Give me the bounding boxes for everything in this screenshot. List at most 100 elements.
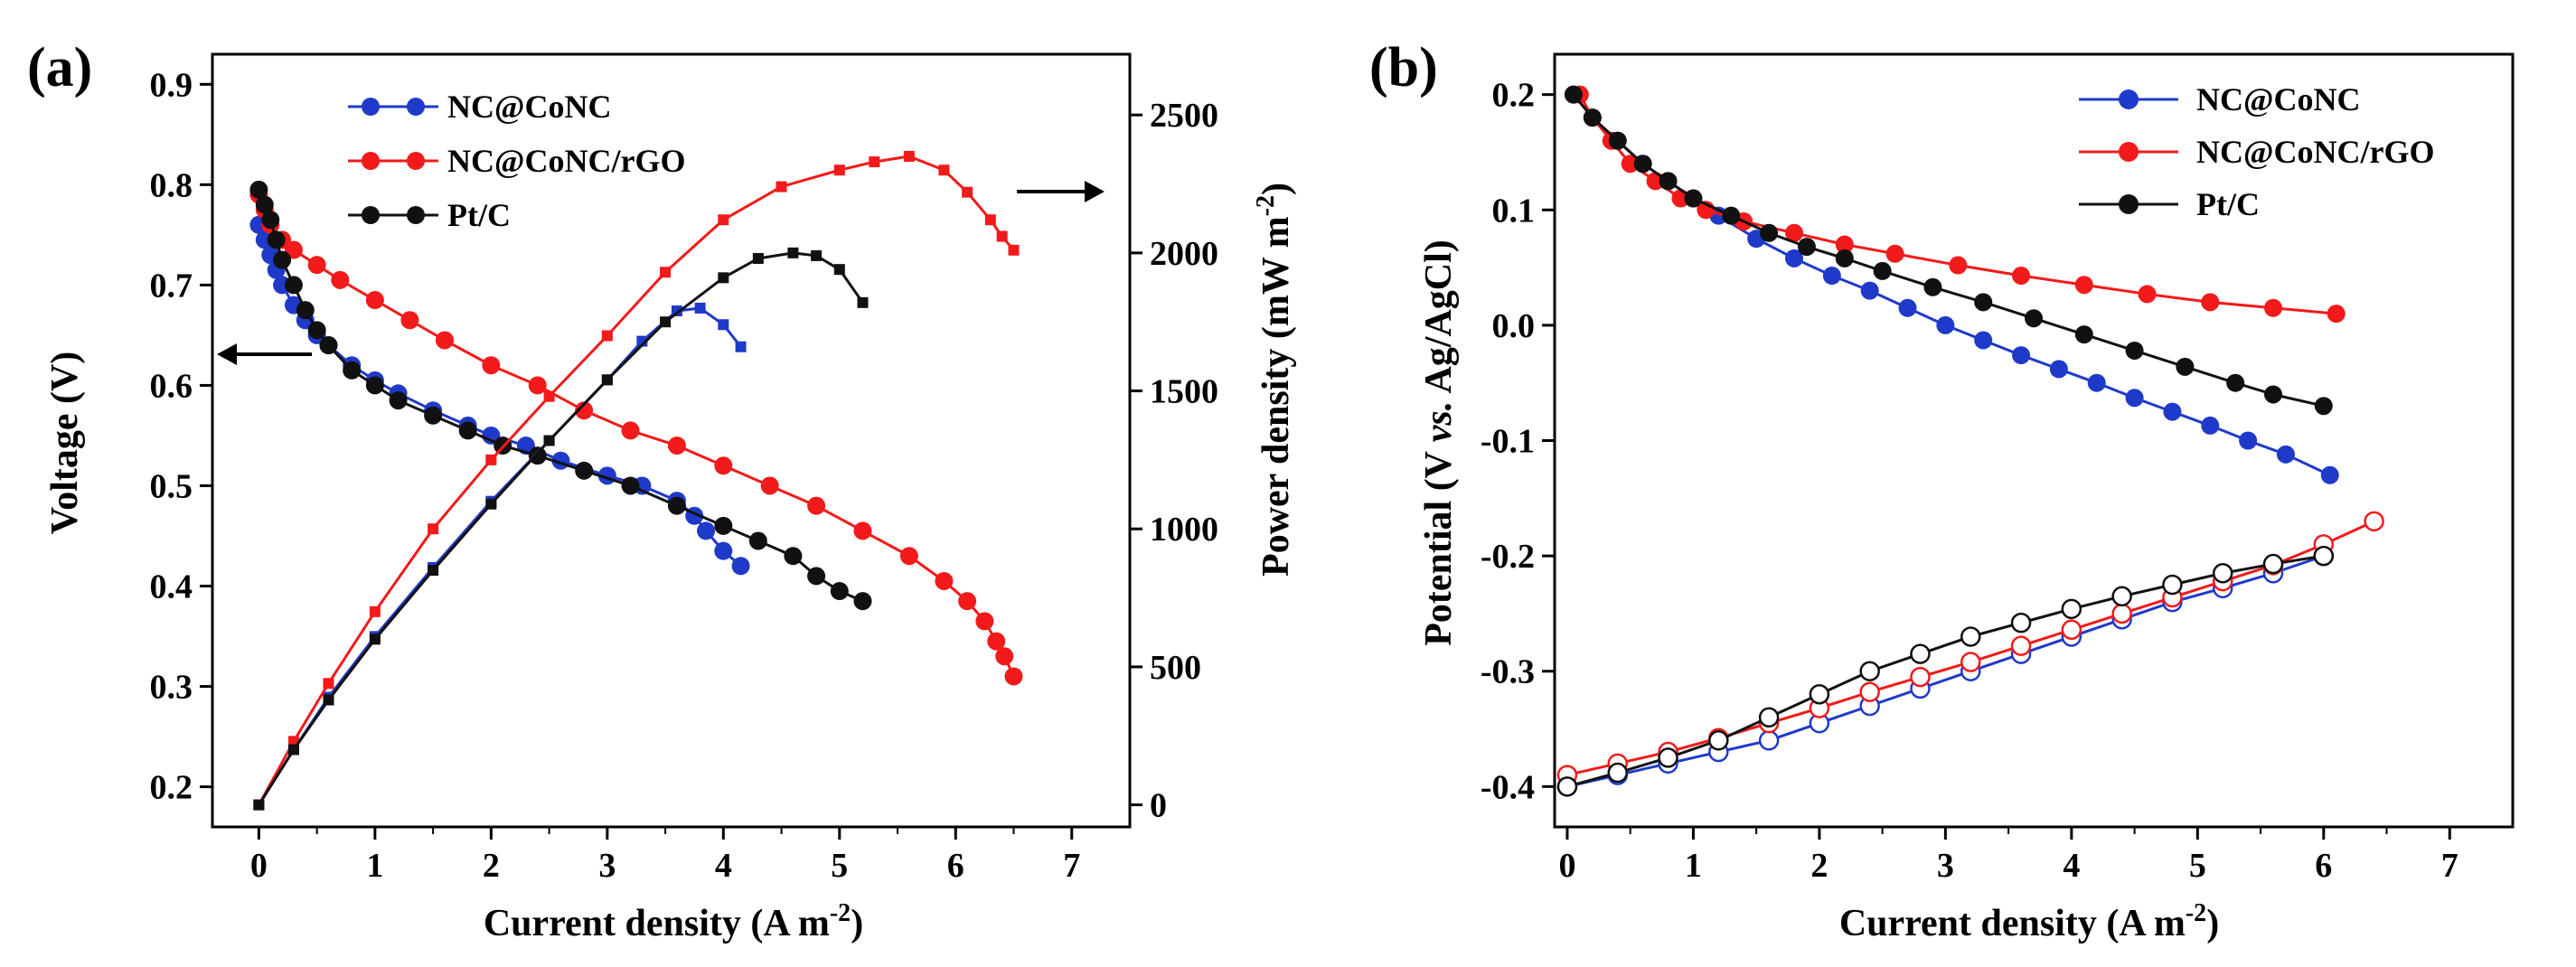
data-point [621,476,640,495]
data-point [2138,285,2157,304]
panel-b: (b) 0 1 2 3 4 5 6 7 -0.4 -0.3 -0.2 -0.1 0.0 0.1 0.2 C… [1369,37,2515,944]
data-point [2074,276,2093,295]
x-tick-label: 5 [831,847,848,885]
data-point [987,632,1006,651]
data-point [1898,298,1917,317]
data-point [2320,465,2339,484]
y-tick-label: 0.9 [150,66,193,104]
x-tick-label: 0 [1558,847,1575,885]
data-point [1797,238,1816,257]
panel-a-x-ticks: 0 1 2 3 4 5 6 7 [250,827,1080,885]
data-point [601,374,613,386]
data-point [2010,635,2032,656]
data-point [543,390,555,402]
panel-b-x-ticks: 0 1 2 3 4 5 6 7 [1558,827,2458,885]
panel-a-plot-frame [211,52,1132,829]
data-point [428,523,439,535]
data-point [903,150,915,162]
data-point [1910,643,1931,664]
data-point [253,799,265,811]
data-point [528,376,547,395]
data-point [1583,108,1602,127]
data-point [752,252,764,264]
data-point [365,376,384,395]
data-point [1859,681,1880,702]
legend-item-b-nc-conc: NC@CoNC [2079,81,2360,117]
data-point [718,319,729,331]
y-tick-label: 0.1 [1492,192,1536,230]
data-point [830,582,849,601]
data-point [1873,261,1892,280]
data-point [1960,626,1981,647]
panel-a-y-axis-title: Voltage (V) [44,352,86,535]
series-line-pt-c-anode [1566,554,2325,788]
data-point [428,565,439,577]
data-point [776,181,787,192]
x-tick-label: 6 [2315,847,2332,885]
data-point [1633,155,1652,174]
x-tick-label: 0 [250,847,268,885]
data-point [807,496,826,515]
data-point [2276,445,2295,464]
data-point [2264,298,2282,317]
data-point [760,476,779,495]
data-point [938,164,950,176]
y-tick-label: 0.2 [150,769,193,807]
panel-b-label: (b) [1369,37,1438,99]
data-point [543,435,555,446]
data-point [2327,305,2346,324]
data-point [811,249,823,261]
data-point [1923,277,1942,296]
data-point [2125,389,2144,408]
data-point [1910,666,1931,688]
data-point [1974,331,1993,350]
data-point [853,592,872,611]
data-point [714,516,733,535]
data-point [958,592,977,611]
data-point [718,214,729,226]
data-point [1822,267,1841,286]
data-point [660,316,672,328]
data-point [249,180,268,199]
data-point [287,744,299,756]
data-point [482,356,501,375]
data-point [1974,293,1993,312]
data-point [255,195,274,214]
legend-item-nc-conc: NC@CoNC [348,89,611,125]
data-point [331,270,350,289]
data-point [984,214,996,226]
y2-tick-label: 1000 [1150,511,1218,549]
panel-a: (a) 0 1 2 3 4 5 6 7 0.2 0.3 0.4 0.5 0.6 0.7 0.8 0.9 0 5… [27,37,1297,944]
y-tick-label: 0.2 [1492,77,1536,115]
panel-b-plot-frame [1553,52,2515,829]
x-tick-label: 1 [1685,847,1702,885]
data-point [307,256,326,275]
data-point [458,421,477,440]
data-point [485,498,497,510]
data-point [857,296,869,308]
data-point [1936,315,1955,334]
y2-tick-label: 1500 [1150,373,1218,411]
data-point [899,547,918,566]
series-line-nc-conc-power [258,306,742,806]
panel-a-legend: NC@CoNC NC@CoNC/rGO Pt/C [348,89,685,233]
data-point [2111,586,2132,607]
panel-b-y-axis-title: Potential (V vs. Ag/AgCl) [1418,239,1460,646]
data-point [389,391,408,410]
data-point [1835,249,1854,268]
legend-label-nc-conc-rgo: NC@CoNC/rGO [447,143,685,179]
data-point [1760,223,1779,242]
legend-item-b-nc-conc-rgo: NC@CoNC/rGO [2079,134,2434,170]
series-line-nc-conc-anode [1566,554,2325,788]
data-point [2061,619,2082,641]
y-tick-label: 0.6 [150,367,193,405]
data-point [935,571,954,590]
data-point [714,456,733,475]
data-point [323,694,334,706]
data-point [2313,545,2335,567]
data-point [667,437,686,455]
panel-a-y-ticks: 0.2 0.3 0.4 0.5 0.6 0.7 0.8 0.9 [150,66,212,807]
series-line-pt-c-polarization [257,189,864,603]
y-tick-label: 0.5 [150,467,193,505]
y-tick-label: -0.4 [1481,768,1535,806]
